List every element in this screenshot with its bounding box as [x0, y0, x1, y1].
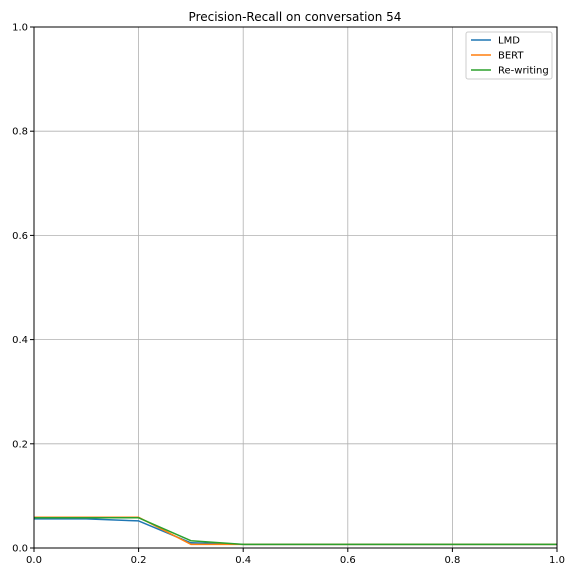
legend-label-bert: BERT — [498, 51, 524, 62]
legend-box — [465, 31, 553, 80]
x-tick-label: 0.6 — [340, 555, 356, 566]
y-tick-label: 0.8 — [12, 127, 28, 138]
x-tick-label: 1.0 — [549, 555, 565, 566]
y-tick-label: 0.4 — [12, 335, 28, 346]
x-tick-label: 0.8 — [444, 555, 460, 566]
series-lines — [34, 516, 557, 546]
axis-ticks: 0.0 0.2 0.4 0.6 0.8 1.0 0.0 0.2 0.4 0.6 0.8 1.0 — [12, 23, 565, 567]
x-tick-label: 0.0 — [26, 555, 42, 566]
legend-label-lmd: LMD — [498, 36, 520, 47]
y-tick-label: 0.2 — [12, 439, 28, 450]
axes-frame — [33, 26, 558, 549]
y-tick-label: 0.0 — [12, 544, 28, 555]
y-tick-label: 1.0 — [12, 23, 28, 34]
x-tick-label: 0.4 — [235, 555, 251, 566]
legend-label-re-writing: Re-writing — [498, 66, 549, 77]
x-tick-label: 0.2 — [131, 555, 147, 566]
y-tick-label: 0.6 — [12, 231, 28, 242]
series-line-re-writing — [34, 517, 557, 546]
legend: LMD BERT Re-writing — [465, 31, 553, 80]
chart-title: Precision-Recall on conversation 54 — [189, 10, 402, 24]
